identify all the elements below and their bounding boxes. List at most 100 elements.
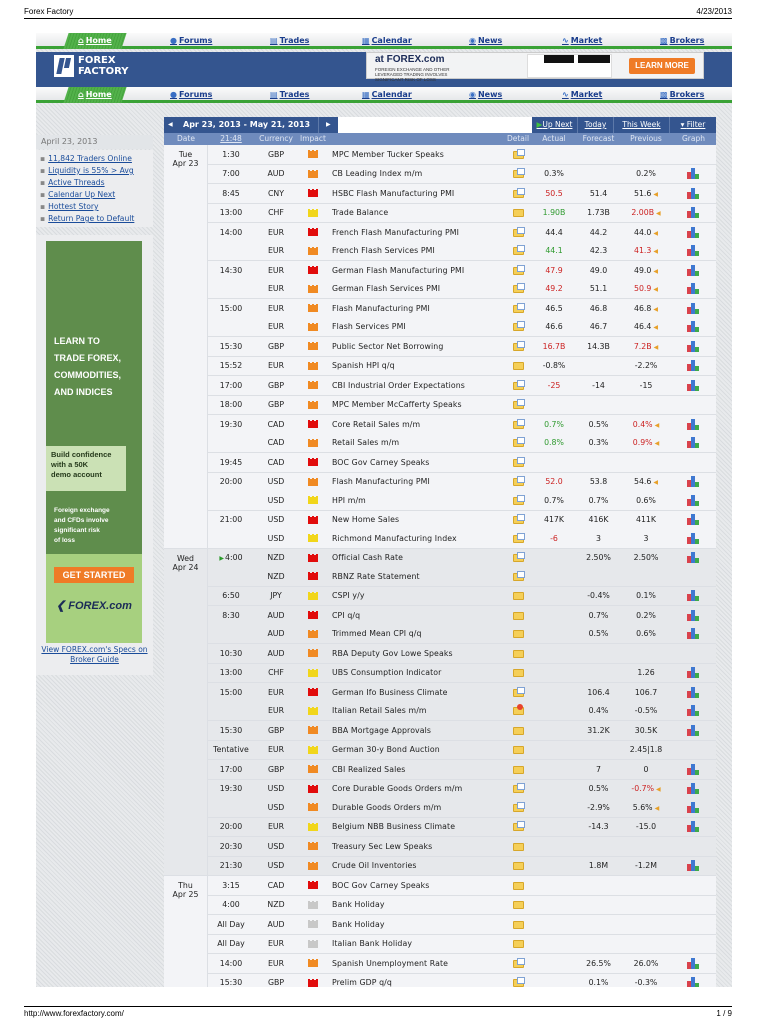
event-row[interactable]: 3:15 CAD BOC Gov Carney Speaks <box>208 876 716 895</box>
graph-icon[interactable] <box>687 494 700 506</box>
graph-icon[interactable] <box>687 628 700 640</box>
event-row[interactable]: 15:00 EUR Flash Manufacturing PMI 46.5 46.8 4… <box>208 299 716 318</box>
detail-folder-icon[interactable] <box>512 552 525 563</box>
event-title[interactable]: RBNZ Rate Statement <box>332 571 420 581</box>
detail-folder-icon[interactable] <box>512 957 525 968</box>
detail-folder-icon[interactable] <box>512 977 525 987</box>
event-row[interactable]: 19:30 USD Core Durable Goods Orders m/m 0.5… <box>208 780 716 799</box>
graph-icon[interactable] <box>687 977 700 987</box>
event-row[interactable]: 17:00 GBP CBI Realized Sales 7 0 <box>208 760 716 779</box>
event-title[interactable]: Spanish Unemployment Rate <box>332 958 449 968</box>
detail-folder-icon[interactable] <box>512 726 524 735</box>
graph-icon[interactable] <box>687 245 700 257</box>
graph-icon[interactable] <box>687 321 700 333</box>
broker-guide-link[interactable]: View FOREX.com's Specs on Broker Guide <box>41 645 148 664</box>
graph-icon[interactable] <box>687 821 700 833</box>
event-row[interactable]: Tentative EUR German 30-y Bond Auction 2.45… <box>208 741 716 760</box>
event-title[interactable]: Core Durable Goods Orders m/m <box>332 784 463 794</box>
active-threads-link[interactable]: Active Threads <box>40 177 153 189</box>
nav-home[interactable]: ⌂ Home <box>78 36 112 45</box>
detail-folder-icon[interactable] <box>512 418 525 429</box>
detail-folder-icon[interactable] <box>512 187 525 198</box>
graph-icon[interactable] <box>687 532 700 544</box>
graph-icon[interactable] <box>687 957 700 969</box>
event-title[interactable]: Flash Services PMI <box>332 322 406 332</box>
detail-folder-icon[interactable] <box>512 456 525 467</box>
event-row[interactable]: USD HPI m/m 0.7% 0.7% 0.6% <box>208 491 716 510</box>
event-title[interactable]: Richmond Manufacturing Index <box>332 533 457 543</box>
event-title[interactable]: MPC Member Tucker Speaks <box>332 149 444 159</box>
event-row[interactable]: 8:45 CNY HSBC Flash Manufacturing PMI 50.5 5… <box>208 184 716 203</box>
event-row[interactable]: 19:45 CAD BOC Gov Carney Speaks <box>208 453 716 472</box>
event-title[interactable]: Crude Oil Inventories <box>332 861 417 871</box>
graph-icon[interactable] <box>687 801 700 813</box>
nav-trades[interactable]: ▤ Trades <box>270 36 310 45</box>
event-title[interactable]: New Home Sales <box>332 515 400 525</box>
event-row[interactable]: 14:00 EUR French Flash Manufacturing PMI 44… <box>208 223 716 242</box>
event-title[interactable]: CBI Industrial Order Expectations <box>332 380 465 390</box>
nav-market[interactable]: ∿ Market <box>562 36 603 45</box>
nav-news[interactable]: ◉ News <box>469 90 503 99</box>
event-title[interactable]: CB Leading Index m/m <box>332 169 423 179</box>
detail-folder-icon[interactable] <box>512 649 524 658</box>
event-title[interactable]: HPI m/m <box>332 495 366 505</box>
event-row[interactable]: 14:00 EUR Spanish Unemployment Rate 26.5% 26… <box>208 954 716 973</box>
detail-folder-icon[interactable] <box>512 362 524 371</box>
liquidity-link[interactable]: Liquidity is 55% > Avg <box>40 165 153 177</box>
nav-forums[interactable]: ● Forums <box>170 36 213 45</box>
event-title[interactable]: Treasury Sec Lew Speaks <box>332 841 433 851</box>
event-row[interactable]: 19:30 CAD Core Retail Sales m/m 0.7% 0.5% 0.4… <box>208 415 716 434</box>
event-title[interactable]: French Flash Services PMI <box>332 246 435 256</box>
event-row[interactable]: CAD Retail Sales m/m 0.8% 0.3% 0.9% ◀ <box>208 434 716 453</box>
event-title[interactable]: Italian Bank Holiday <box>332 939 413 949</box>
event-title[interactable]: Public Sector Net Borrowing <box>332 341 444 351</box>
detail-folder-icon[interactable] <box>512 801 525 812</box>
date-range-label[interactable]: Apr 23, 2013 - May 21, 2013 <box>183 120 311 129</box>
event-row[interactable]: 15:52 EUR Spanish HPI q/q -0.8% -2.2% <box>208 357 716 376</box>
detail-folder-icon[interactable] <box>512 881 524 890</box>
filter-tab[interactable]: ▾ Filter <box>680 120 706 129</box>
event-title[interactable]: CSPI y/y <box>332 591 365 601</box>
event-row[interactable]: 15:30 GBP Public Sector Net Borrowing 16.7B… <box>208 337 716 356</box>
event-row[interactable]: 13:00 CHF UBS Consumption Indicator 1.26 <box>208 664 716 683</box>
graph-icon[interactable] <box>687 686 700 698</box>
traders-online-link[interactable]: 11,842 Traders Online <box>40 153 153 165</box>
detail-folder-icon[interactable] <box>512 901 524 910</box>
event-title[interactable]: Official Cash Rate <box>332 553 404 563</box>
graph-icon[interactable] <box>687 860 700 872</box>
detail-folder-icon[interactable] <box>512 340 525 351</box>
event-row[interactable]: AUD Trimmed Mean CPI q/q 0.5% 0.6% <box>208 625 716 644</box>
detail-folder-icon[interactable] <box>512 302 525 313</box>
learn-more-button[interactable]: LEARN MORE <box>629 58 695 74</box>
graph-icon[interactable] <box>687 514 700 526</box>
event-title[interactable]: CBI Realized Sales <box>332 764 406 774</box>
event-title[interactable]: RBA Deputy Gov Lowe Speaks <box>332 648 453 658</box>
event-title[interactable]: Flash Manufacturing PMI <box>332 477 430 487</box>
event-title[interactable]: Italian Retail Sales m/m <box>332 706 427 716</box>
graph-icon[interactable] <box>687 437 700 449</box>
up-next-tab[interactable]: ▶Up Next <box>532 117 578 133</box>
detail-folder-icon[interactable] <box>512 476 525 487</box>
graph-icon[interactable] <box>687 302 700 314</box>
detail-folder-icon[interactable] <box>512 821 525 832</box>
graph-icon[interactable] <box>687 667 700 679</box>
graph-icon[interactable] <box>687 226 700 238</box>
hottest-story-link[interactable]: Hottest Story <box>40 201 153 213</box>
detail-folder-icon[interactable] <box>512 746 524 755</box>
next-range-arrow-icon[interactable]: ▶ <box>326 121 331 128</box>
calendar-up-next-link[interactable]: Calendar Up Next <box>40 189 153 201</box>
detail-folder-icon[interactable] <box>512 592 524 601</box>
get-started-button[interactable]: GET STARTED <box>54 567 134 583</box>
event-row[interactable]: EUR Italian Retail Sales m/m 0.4% -0.5% <box>208 702 716 721</box>
event-row[interactable]: 8:30 AUD CPI q/q 0.7% 0.2% <box>208 606 716 625</box>
event-row[interactable]: 14:30 EUR German Flash Manufacturing PMI 47… <box>208 261 716 280</box>
event-row[interactable]: EUR Flash Services PMI 46.6 46.7 46.4 ◀ <box>208 318 716 337</box>
return-default-link[interactable]: Return Page to Default <box>40 213 153 225</box>
event-title[interactable]: Trimmed Mean CPI q/q <box>332 629 422 639</box>
detail-folder-icon[interactable] <box>512 842 524 851</box>
event-row[interactable]: 15:00 EUR German Ifo Business Climate 106.4… <box>208 683 716 702</box>
forex-factory-logo[interactable]: FOREX FACTORY <box>54 55 128 77</box>
detail-folder-icon[interactable] <box>512 226 525 237</box>
nav-market[interactable]: ∿ Market <box>562 90 603 99</box>
detail-folder-icon[interactable] <box>512 669 524 678</box>
